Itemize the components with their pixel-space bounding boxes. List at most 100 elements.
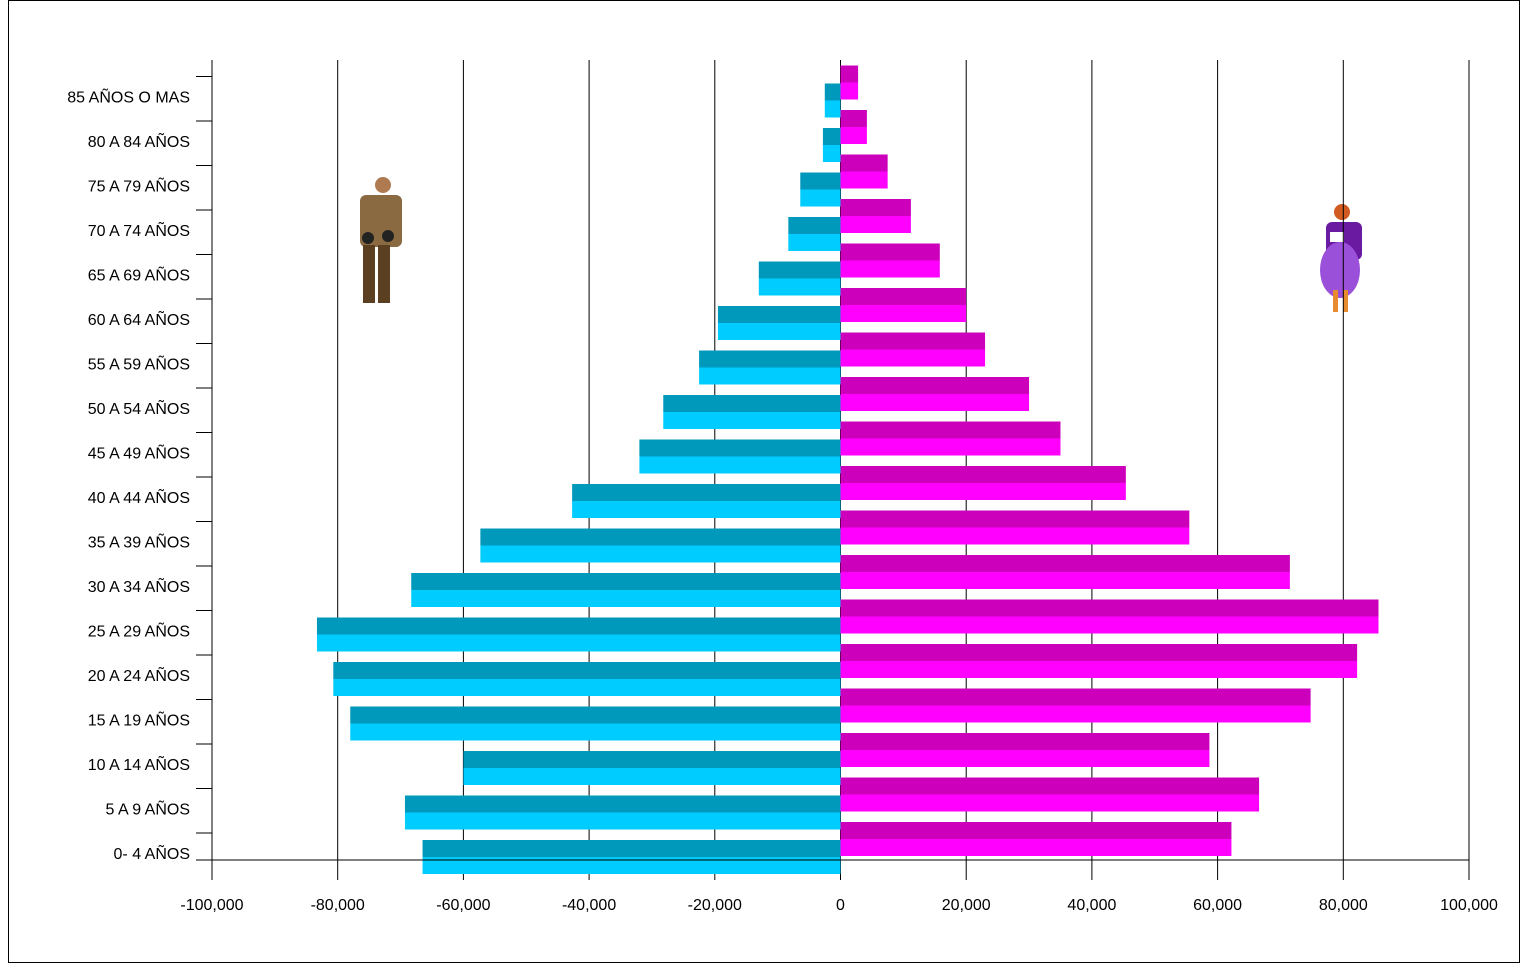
bar-part (639, 439, 841, 457)
y-tick-label: 35 A 39 AÑOS (88, 532, 190, 552)
x-tick-label: 60,000 (1193, 897, 1242, 914)
bar-part (840, 705, 1311, 723)
bar-part (717, 323, 841, 340)
bar-part (840, 555, 1290, 572)
bar (572, 484, 841, 518)
y-tick-label: 0- 4 AÑOS (114, 843, 190, 863)
bar-part (316, 634, 841, 652)
bar (463, 751, 841, 785)
bar-part (822, 145, 841, 162)
bar (840, 421, 1061, 456)
bar (422, 840, 841, 874)
bar-part (800, 189, 841, 207)
bar-part (788, 217, 841, 234)
woman-figure (1320, 204, 1362, 312)
x-tick-label: -40,000 (562, 897, 616, 914)
y-tick-label: 80 A 84 AÑOS (88, 131, 190, 151)
bar (840, 555, 1290, 589)
x-tick-label: -20,000 (688, 897, 742, 914)
x-tick-label: 0 (836, 897, 845, 914)
bar-part (572, 501, 841, 518)
bar-part (840, 733, 1210, 750)
bar-part (840, 377, 1030, 394)
bar-part (840, 82, 859, 100)
bar-part (840, 288, 967, 305)
bar-part (411, 590, 841, 607)
bar-part (824, 83, 841, 101)
y-tick-label: 20 A 24 AÑOS (88, 665, 190, 685)
bar (840, 822, 1232, 856)
bar-part (840, 65, 859, 83)
bar-part (411, 573, 841, 590)
bar (840, 510, 1190, 545)
x-tick-label: 40,000 (1067, 897, 1116, 914)
bar (639, 439, 841, 474)
bar (717, 306, 841, 340)
y-tick-label: 65 A 69 AÑOS (88, 265, 190, 285)
x-tick-label: -60,000 (436, 897, 490, 914)
bar (840, 110, 867, 144)
bar-part (404, 812, 841, 830)
bar-part (840, 661, 1358, 678)
bar (840, 332, 986, 367)
bar (840, 243, 940, 278)
bar-part (422, 857, 841, 874)
bar (840, 599, 1379, 634)
bar-part (840, 466, 1126, 483)
x-tick-label: 100,000 (1440, 897, 1498, 914)
bar-part (840, 438, 1061, 456)
bar-part (840, 171, 888, 189)
bar (840, 154, 888, 189)
bar-part (840, 527, 1190, 545)
bar-part (840, 260, 940, 278)
bar-part (333, 679, 841, 696)
bar-part (840, 154, 888, 172)
bar-part (840, 510, 1190, 528)
bar-part (788, 234, 841, 251)
bar-part (840, 243, 940, 261)
bar-part (840, 750, 1210, 767)
bar-part (840, 839, 1232, 856)
bar-part (840, 127, 867, 144)
bar-part (350, 706, 841, 724)
bar (788, 217, 841, 251)
bar-part (840, 616, 1379, 634)
bar-part (463, 768, 841, 785)
bar (480, 528, 841, 563)
bar (824, 83, 841, 118)
x-tick-label: 20,000 (942, 897, 991, 914)
bar-part (333, 662, 841, 679)
bar-part (480, 545, 841, 563)
bar (840, 644, 1358, 678)
bar-part (840, 305, 967, 322)
bar (840, 777, 1260, 812)
bar-part (840, 599, 1379, 617)
x-tick-label: -80,000 (311, 897, 365, 914)
bar (840, 199, 911, 233)
bar-part (824, 100, 841, 118)
bar-part (840, 110, 867, 127)
bar-part (663, 412, 841, 429)
y-tick-label: 45 A 49 AÑOS (88, 443, 190, 463)
y-tick-label: 25 A 29 AÑOS (88, 621, 190, 641)
bar-part (663, 395, 841, 412)
bar-part (840, 688, 1311, 706)
bar (411, 573, 841, 607)
y-tick-label: 55 A 59 AÑOS (88, 354, 190, 374)
bar-part (639, 456, 841, 474)
x-tick-label: -100,000 (180, 897, 243, 914)
bar-part (840, 777, 1260, 795)
bar (333, 662, 841, 696)
y-tick-label: 50 A 54 AÑOS (88, 398, 190, 418)
y-tick-label: 60 A 64 AÑOS (88, 309, 190, 329)
bar-part (699, 350, 841, 368)
bar-part (840, 822, 1232, 839)
bar-part (840, 794, 1260, 812)
bar (840, 377, 1030, 411)
bar-part (350, 723, 841, 741)
bar-part (422, 840, 841, 857)
y-tick-label: 70 A 74 AÑOS (88, 220, 190, 240)
bar-part (758, 278, 841, 296)
bar-part (758, 261, 841, 279)
